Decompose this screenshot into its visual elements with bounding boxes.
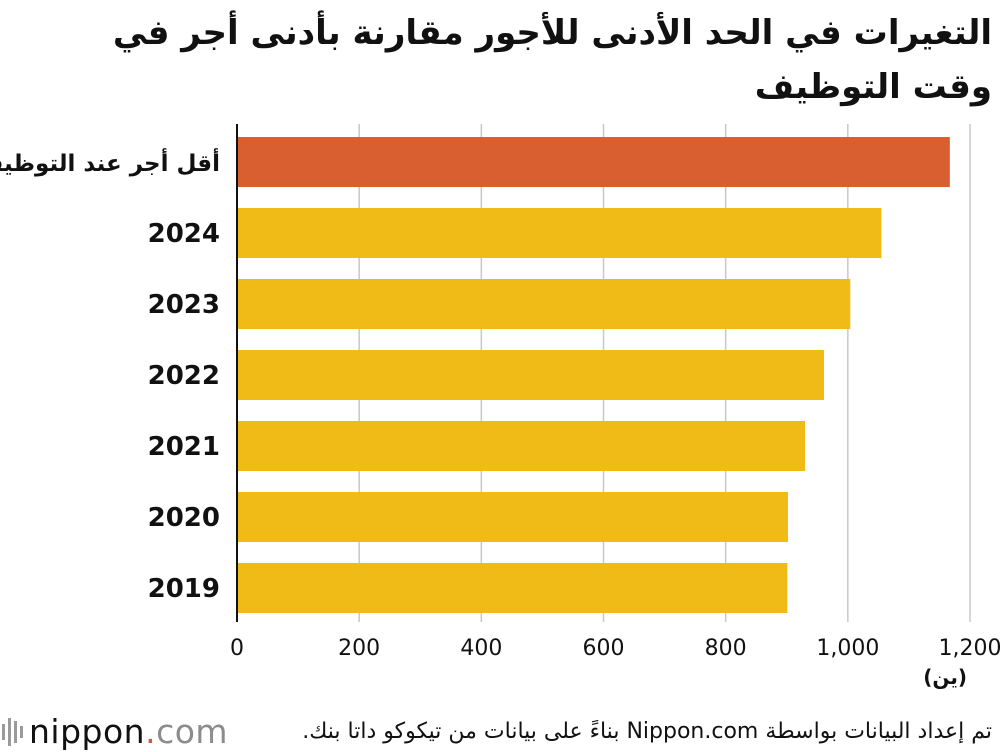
bar [237, 279, 851, 329]
bars [237, 137, 950, 613]
x-tick-label: 400 [460, 636, 502, 661]
category-labels: أقل أجر عند التوظيف 2024 2023 2022 2021 2020 2… [0, 147, 220, 604]
x-tick-label: 0 [230, 636, 244, 661]
logo-text: nippon.com [29, 712, 228, 752]
chart-title: التغيرات في الحد الأدنى للأجور مقارنة بأ… [112, 13, 992, 107]
logo-dot: . [145, 712, 157, 751]
logo-com: com [156, 712, 229, 751]
nippon-logo[interactable]: nippon.com [2, 712, 228, 752]
bar [237, 563, 788, 613]
bar-chart: أقل أجر عند التوظيف 2024 2023 2022 2021 2020 2… [0, 124, 1000, 689]
category-label: 2024 [148, 219, 220, 249]
source-note: تم إعداد البيانات بواسطة Nippon.com بناء… [302, 719, 992, 744]
category-label: 2019 [148, 574, 220, 604]
footer: nippon.com تم إعداد البيانات بواسطة Nipp… [0, 712, 1000, 752]
logo-main: nippon [29, 712, 146, 751]
x-axis-unit-label: (ين) [923, 665, 967, 689]
category-label: أقل أجر عند التوظيف [0, 147, 220, 177]
x-tick-label: 1,000 [816, 636, 879, 661]
x-tick-label: 200 [338, 636, 380, 661]
category-label: 2021 [148, 432, 220, 462]
x-tick-label: 1,200 [939, 636, 1000, 661]
bar [237, 492, 788, 542]
x-tick-label: 800 [705, 636, 747, 661]
bar [237, 208, 882, 258]
bar [237, 137, 950, 187]
category-label: 2020 [148, 503, 220, 533]
logo-bars-icon [2, 718, 23, 746]
bar [237, 350, 825, 400]
x-axis-ticks: 0 200 400 600 800 1,000 1,200 [230, 636, 1000, 661]
x-tick-label: 600 [583, 636, 625, 661]
category-label: 2022 [148, 361, 220, 391]
bar [237, 421, 806, 471]
category-label: 2023 [148, 290, 220, 320]
